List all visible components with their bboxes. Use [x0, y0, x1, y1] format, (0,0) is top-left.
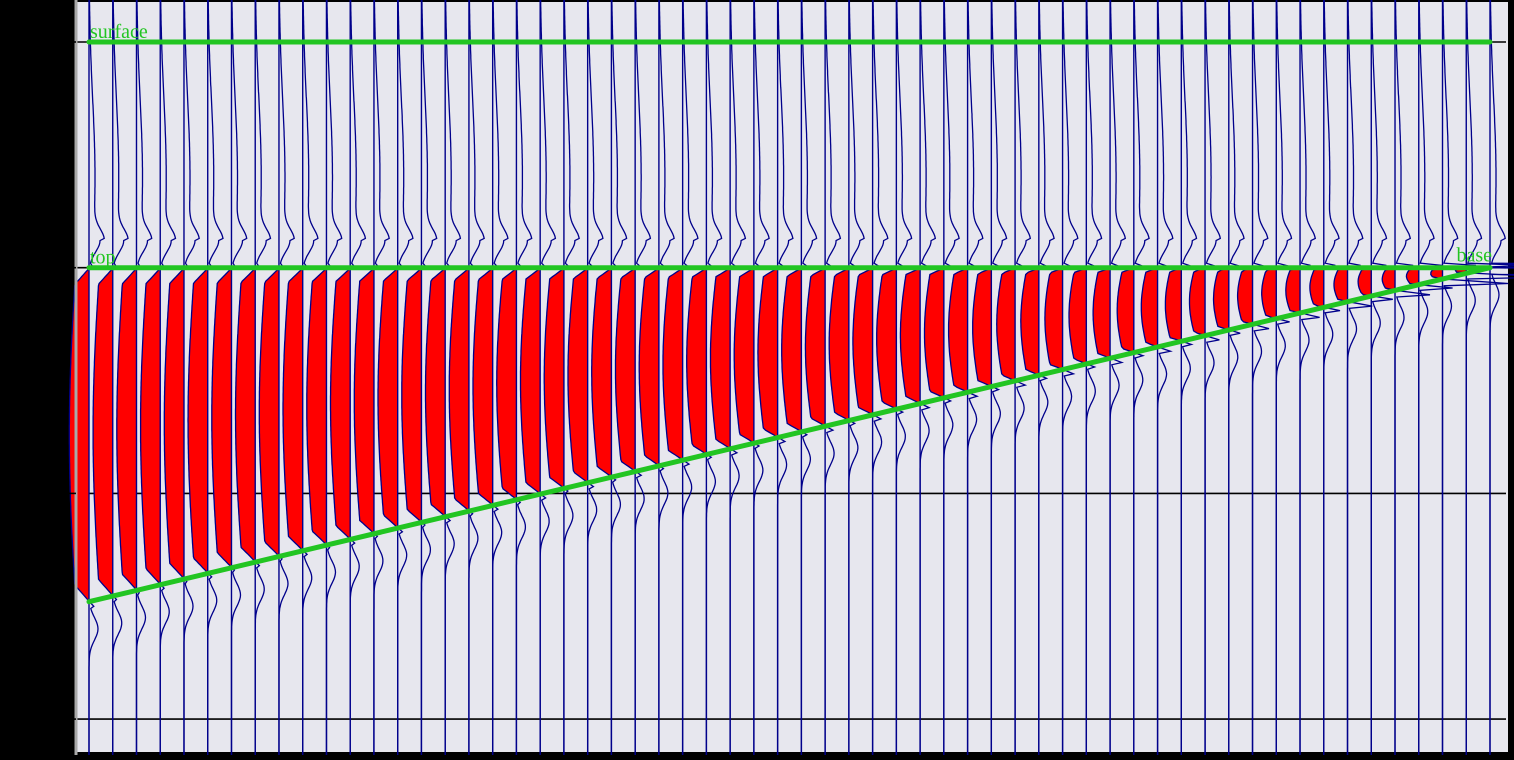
wavelet-fill: [425, 267, 446, 522]
wavelet-fill: [283, 267, 303, 556]
wavelet-fills: [69, 267, 1467, 607]
wavelet-fill: [520, 267, 541, 499]
wavelet-fill: [330, 267, 351, 544]
wavelet-fill: [473, 267, 493, 510]
wavelet-fill: [639, 267, 659, 471]
horizon-base: [86, 265, 1493, 605]
wavelet-fill: [164, 267, 184, 584]
wavelet-fill: [663, 267, 683, 465]
wavelet-fill: [900, 267, 921, 409]
wavelet-fill: [1141, 267, 1158, 352]
wavelet-fill: [876, 267, 897, 414]
wiggle-trace: [139, 0, 177, 760]
wavelet-fill: [615, 267, 636, 476]
horizon-label-base: base: [1456, 245, 1492, 267]
wavelet-fill: [1117, 267, 1134, 358]
wavelet-fill: [116, 267, 137, 595]
wavelet-fill: [259, 267, 279, 561]
wavelet-fill: [93, 267, 113, 601]
wavelet-fill: [1309, 267, 1324, 312]
wavelet-fill: [1285, 267, 1300, 318]
wavelet-fill: [972, 267, 992, 392]
wavelet-fill: [710, 267, 731, 454]
wiggle-trace: [116, 0, 153, 760]
wavelet-fill: [1382, 267, 1395, 295]
wavelet-fill: [378, 267, 398, 533]
wavelet-fill: [591, 267, 612, 482]
wavelet-fill: [235, 267, 256, 567]
wavelet-fill: [1430, 267, 1443, 284]
horizon-lines: [86, 39, 1493, 605]
y-tick-label: 700: [36, 710, 65, 731]
wavelet-fill: [140, 267, 161, 590]
wavelet-fill: [1069, 267, 1087, 369]
wavelet-fill: [757, 267, 778, 443]
wavelet-fill: [852, 267, 873, 420]
wavelet-fill: [948, 267, 968, 397]
wavelet-fill: [1044, 267, 1063, 375]
wavelet-fill: [1237, 267, 1253, 329]
wavelet-fill: [1213, 267, 1229, 335]
wavelet-fill: [568, 267, 588, 488]
wavelet-fill: [401, 267, 422, 527]
wavelet-fill: [496, 267, 517, 505]
wavelet-fill: [781, 267, 802, 437]
wavelet-fill: [354, 267, 374, 539]
y-axis-ticks: 400 500 600 700: [36, 33, 76, 731]
wavelet-fill: [1093, 267, 1111, 363]
wavelet-fill: [449, 267, 469, 516]
horizon-label-surface: surface: [90, 21, 148, 43]
wavelet-fill: [1189, 267, 1206, 341]
wavelet-fill: [805, 267, 826, 431]
wavelet-fill: [306, 267, 327, 550]
horizon-label-top: top: [90, 247, 116, 269]
y-tick-label: 400: [36, 33, 65, 54]
wavelet-fill: [734, 267, 754, 448]
y-tick-label: 600: [36, 484, 65, 505]
wavelet-fill: [69, 267, 89, 607]
wavelet-fill: [996, 267, 1016, 386]
wavelet-fill: [188, 267, 208, 578]
wavelet-fill: [544, 267, 564, 493]
horizon-labels: surface top base: [90, 21, 1492, 269]
wavelet-fill: [1020, 267, 1039, 380]
wavelet-fill: [1261, 267, 1277, 324]
wavelet-fill: [829, 267, 849, 426]
wavelet-fill: [1334, 267, 1348, 307]
wavelet-fill: [1165, 267, 1182, 346]
wavelet-fill: [1455, 267, 1467, 278]
wiggle-trace: [92, 0, 129, 760]
wiggle-traces: [68, 0, 1514, 760]
wavelet-fill: [211, 267, 232, 573]
wavelet-fill: [924, 267, 944, 403]
wiggle-trace: [68, 0, 105, 760]
y-tick-label: 500: [36, 259, 65, 280]
wavelet-fill: [686, 267, 707, 459]
